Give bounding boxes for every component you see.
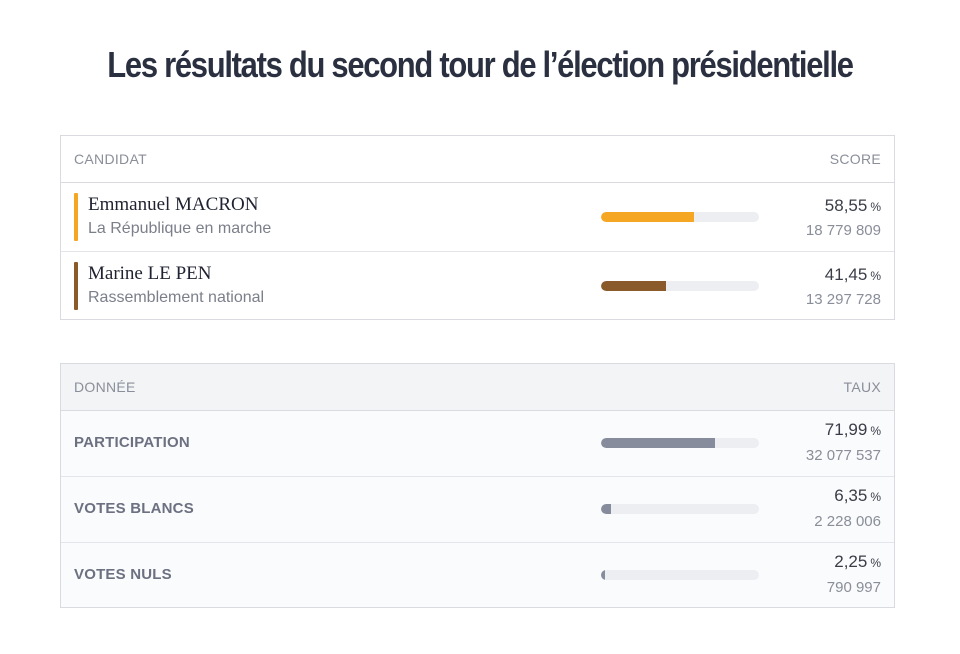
rate-percent: 2,25% (834, 552, 881, 572)
rate-bar-fill (601, 504, 612, 514)
rate-percent-value: 6,35 (834, 486, 868, 505)
page-title: Les résultats du second tour de l’électi… (107, 44, 854, 85)
column-header-donnee: DONNÉE (74, 379, 136, 395)
score-bar-track (601, 281, 759, 291)
score-bar-track (601, 212, 759, 222)
percent-unit: % (870, 269, 881, 283)
candidate-color-marker (74, 193, 78, 241)
column-header-taux: TAUX (843, 379, 881, 395)
candidate-party: Rassemblement national (88, 289, 265, 306)
rate-bar-track (601, 504, 759, 514)
rate-bar-track (601, 438, 759, 448)
candidate-party: La République en marche (88, 220, 272, 237)
candidate-color-marker (74, 262, 78, 310)
turnout-label: VOTES NULS (74, 566, 172, 583)
score-bar-fill (601, 281, 667, 291)
percent-unit: % (870, 200, 881, 214)
column-header-score: SCORE (829, 151, 881, 167)
rate-percent-value: 2,25 (834, 552, 868, 571)
score-percent-value: 58,55 (824, 196, 868, 215)
turnout-label: PARTICIPATION (74, 434, 190, 451)
vote-count: 18 779 809 (805, 222, 881, 239)
score-bar-fill (601, 212, 694, 222)
rate-percent: 6,35% (834, 486, 881, 506)
rate-count: 2 228 006 (814, 513, 881, 530)
turnout-label: VOTES BLANCS (74, 500, 194, 517)
candidate-row: Emmanuel MACRON La République en marche … (61, 183, 894, 252)
column-header-candidat: CANDIDAT (74, 151, 147, 167)
score-percent: 41,45% (825, 265, 881, 285)
percent-unit: % (870, 556, 881, 570)
rate-count: 32 077 537 (805, 447, 881, 464)
turnout-row: PARTICIPATION 71,99% 32 077 537 (61, 411, 894, 477)
rate-bar-fill (601, 438, 715, 448)
rate-bar-track (601, 570, 759, 580)
rate-percent-value: 71,99 (824, 420, 868, 439)
turnout-table-header: DONNÉE TAUX (61, 364, 894, 411)
rate-bar-fill (601, 570, 605, 580)
turnout-table: DONNÉE TAUX PARTICIPATION 71,99% 32 077 … (60, 363, 895, 608)
score-percent-value: 41,45 (824, 265, 868, 284)
candidate-name: Marine LE PEN (88, 263, 212, 284)
score-percent: 58,55% (825, 196, 881, 216)
rate-count: 790 997 (826, 579, 881, 596)
turnout-row: VOTES NULS 2,25% 790 997 (61, 543, 894, 609)
candidate-row: Marine LE PEN Rassemblement national 41,… (61, 252, 894, 321)
rate-percent: 71,99% (825, 420, 881, 440)
candidates-table: CANDIDAT SCORE Emmanuel MACRON La Républ… (60, 135, 895, 320)
candidate-name: Emmanuel MACRON (88, 194, 259, 215)
percent-unit: % (870, 490, 881, 504)
candidates-table-header: CANDIDAT SCORE (61, 136, 894, 183)
turnout-row: VOTES BLANCS 6,35% 2 228 006 (61, 477, 894, 543)
vote-count: 13 297 728 (805, 291, 881, 308)
percent-unit: % (870, 424, 881, 438)
